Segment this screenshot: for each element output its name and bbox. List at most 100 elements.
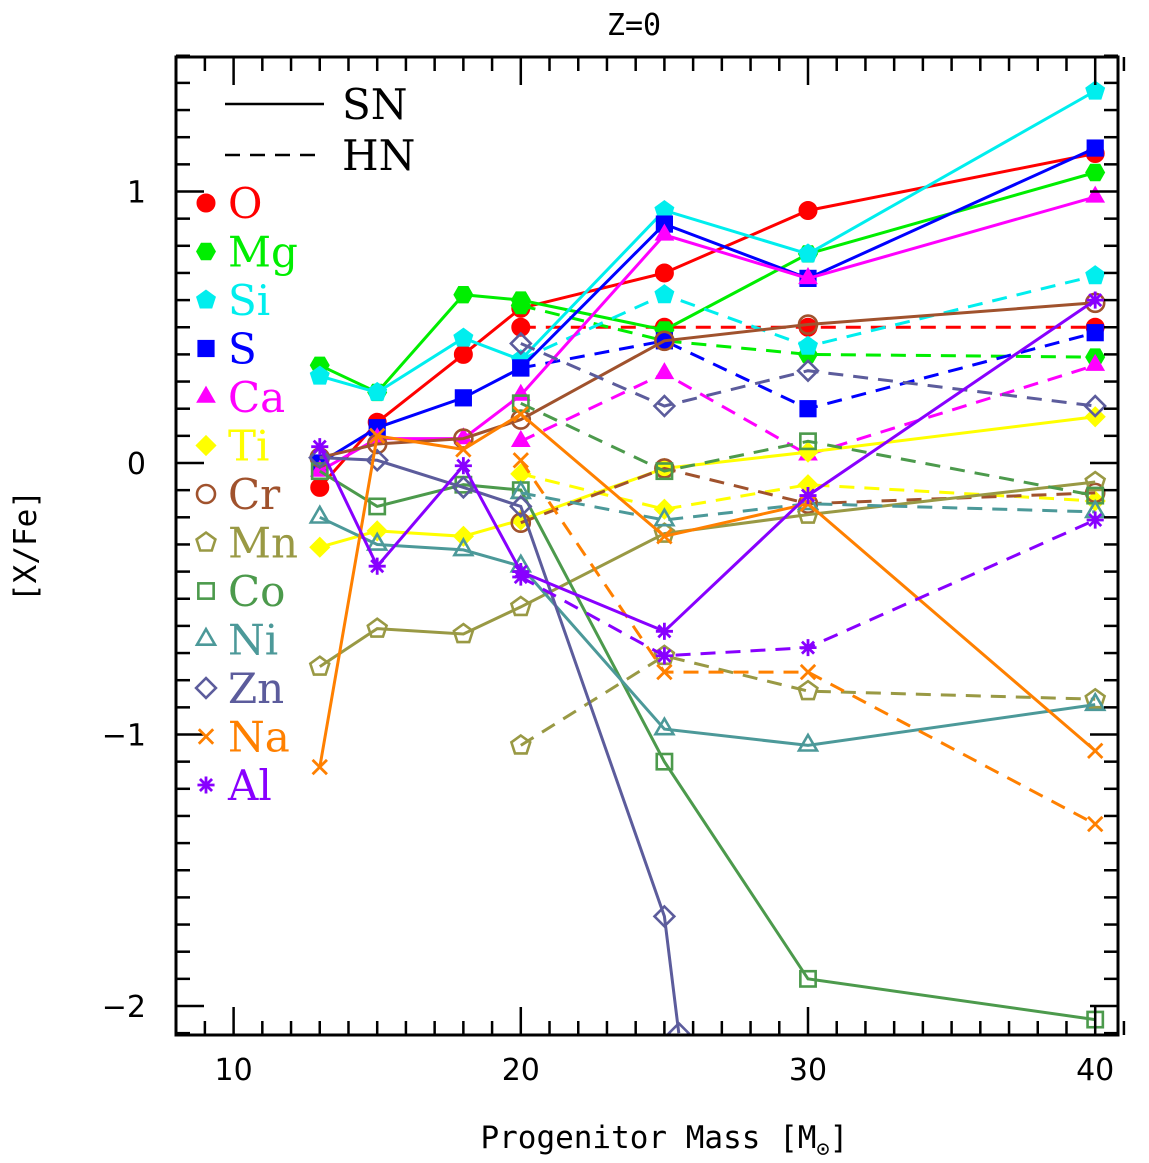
series-ni-sn-point [653, 716, 676, 736]
series-mn-sn-point [366, 617, 389, 638]
legend-marker-ti [195, 434, 217, 457]
series-na-sn-point [311, 758, 328, 776]
legend-label-ni: Ni [228, 616, 278, 665]
series-mg-hn-line [520, 304, 1096, 359]
series-cr-hn-point [510, 512, 532, 534]
series-ca-hn-point [510, 429, 531, 447]
legend-marker-co [197, 582, 215, 600]
series-co-hn-point [799, 432, 817, 451]
series-zn-hn-point [652, 394, 677, 418]
legend-label-si: Si [228, 276, 270, 325]
series-al-sn-point [311, 438, 329, 456]
x-axis-label-main: Progenitor Mass [M [480, 1120, 816, 1156]
legend-marker-si [196, 289, 216, 309]
series-mn-sn-point [452, 622, 475, 644]
legend-label-mn: Mn [228, 519, 298, 568]
series-na-hn-point [799, 663, 817, 681]
legend-sn-label: SN [342, 80, 408, 129]
series-o-sn-point [310, 477, 330, 497]
legend-label-cr: Cr [228, 470, 281, 519]
series-zn-sn-point [652, 904, 677, 929]
x-tick-label: 10 [215, 1053, 253, 1088]
series-s-hn-line [520, 331, 1096, 411]
series-mn [308, 470, 1107, 755]
x-axis-label: Progenitor Mass [M⊙] [480, 1120, 848, 1162]
legend-label-al: Al [227, 761, 272, 810]
series-al-sn-point [799, 487, 817, 505]
series-ni-sn-point [308, 504, 331, 524]
legend-hn-label: HN [342, 131, 415, 180]
series-s-hn-point [1086, 324, 1104, 342]
series-al-sn-point [1086, 291, 1104, 309]
series-mn-hn-point [797, 679, 819, 701]
series-ni-hn-line [520, 491, 1096, 522]
series-na-hn-point [512, 452, 529, 469]
series-co-sn-point [368, 497, 387, 516]
x-tick-label: 20 [502, 1053, 540, 1088]
series-na-hn-point [656, 663, 673, 681]
series-na-sn-point [369, 427, 386, 445]
series-zn-sn-point [365, 448, 389, 473]
y-tick-label: −2 [102, 990, 146, 1025]
series-al-sn-point [655, 622, 673, 640]
series-ti-hn-line [520, 472, 1096, 511]
legend-label-mg: Mg [228, 228, 298, 277]
series-o-hn-point [511, 317, 531, 337]
legend-label-na: Na [228, 713, 290, 762]
series-mn-sn-point [1084, 470, 1107, 492]
series-al-hn-line [520, 518, 1096, 658]
series-al-hn-point [1086, 511, 1104, 529]
series-ni-sn-point [796, 732, 820, 752]
legend-label-ca: Ca [228, 373, 285, 422]
y-tick-label: 1 [127, 176, 146, 211]
series-zn-sn-point [667, 1021, 691, 1035]
series-si-sn-point [309, 365, 330, 385]
legend-label-co: Co [228, 567, 285, 616]
series-mg-sn-point [453, 286, 474, 304]
legend-marker-ni [194, 626, 218, 647]
legend-marker-na [197, 728, 215, 745]
series-zn [308, 331, 1107, 1035]
series-na-hn-line [519, 459, 1096, 826]
series-na-sn-point [512, 405, 529, 423]
series-cr-hn-point [654, 458, 675, 479]
series-na-sn-point [455, 441, 472, 458]
legend-marker-o [196, 193, 216, 213]
series-mg-sn-point [1085, 163, 1106, 182]
x-tick-label: 40 [1076, 1053, 1114, 1088]
series-si-hn-point [798, 335, 818, 355]
series-co-sn-line [319, 469, 1096, 1022]
series-na-hn-point [1087, 815, 1104, 833]
series-ti-sn-point [452, 525, 475, 547]
series-si-sn-point [453, 327, 474, 347]
series-mg-sn-line [319, 171, 1096, 395]
series-ni-sn-point [452, 536, 475, 557]
plot-frame [174, 55, 1120, 1037]
series-mn-hn-point [1084, 687, 1107, 709]
series-co-hn-point [511, 394, 530, 413]
series-o-sn-point [453, 344, 473, 364]
series-s-sn-point [1086, 139, 1104, 157]
series-si-hn-point [1085, 265, 1106, 285]
y-axis-label: [X/Fe] [8, 490, 44, 602]
series-al-sn-point [512, 563, 530, 581]
plot-area [308, 80, 1107, 1035]
series-co [310, 394, 1105, 1029]
series-co-sn-point [655, 752, 674, 771]
series-o-sn-point [654, 263, 674, 283]
legend-label-zn: Zn [228, 664, 284, 713]
series-si-sn-point [798, 243, 818, 263]
series-cr-sn-point [797, 314, 819, 335]
series-si-sn-point [1085, 80, 1106, 100]
series-ca-sn-point [1085, 185, 1106, 203]
series-o-sn-point [798, 201, 818, 221]
series-zn-sn-point [308, 445, 332, 470]
series-mg [309, 163, 1106, 402]
series-na-sn-point [656, 528, 673, 545]
series-co-hn-line [520, 401, 1096, 498]
series-ni-hn-point [653, 507, 676, 527]
series-al [311, 291, 1104, 665]
x-axis-label-sun-symbol: ⊙ [816, 1137, 829, 1162]
